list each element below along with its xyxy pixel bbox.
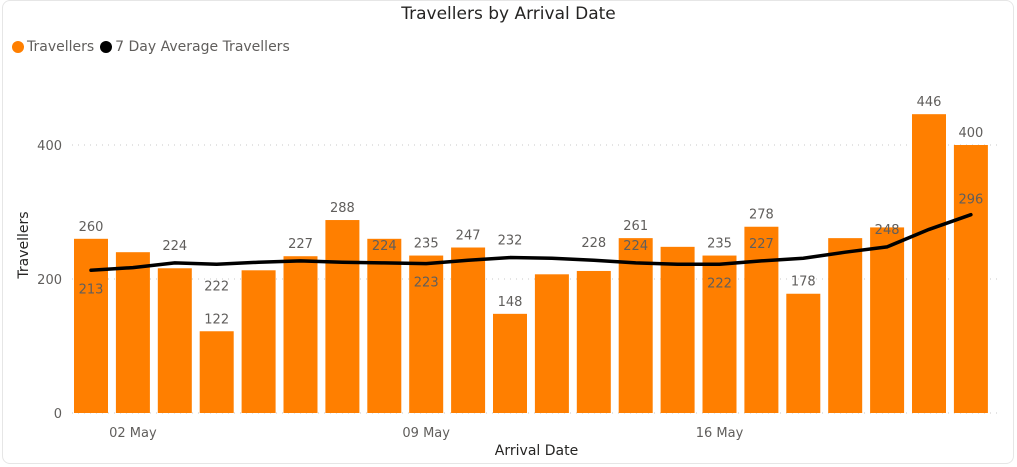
y-tick-label: 0 <box>54 407 62 422</box>
line-data-label: 213 <box>79 282 104 297</box>
line-data-label: 224 <box>162 239 187 254</box>
legend-dot-icon <box>100 41 113 53</box>
chart-title: Travellers by Arrival Date <box>401 4 616 24</box>
bar[interactable] <box>283 256 318 413</box>
line-data-label: 222 <box>204 279 229 294</box>
line-data-label: 224 <box>623 239 648 254</box>
average-line[interactable] <box>89 212 973 273</box>
bar[interactable] <box>870 227 905 413</box>
y-tick-label: 400 <box>37 139 62 154</box>
bar[interactable] <box>199 331 234 413</box>
bar-data-label: 235 <box>414 237 439 252</box>
bar[interactable] <box>409 255 444 413</box>
line-data-label: 248 <box>875 223 900 238</box>
bar[interactable] <box>74 238 108 413</box>
bar[interactable] <box>534 274 569 413</box>
bar-data-label: 261 <box>623 219 648 234</box>
bar[interactable] <box>325 220 360 413</box>
bar-data-label: 235 <box>707 237 732 252</box>
bar[interactable] <box>744 226 779 413</box>
bar-data-label: 446 <box>917 95 942 110</box>
x-axis-title: Arrival Date <box>494 443 579 459</box>
legend-item-travellers[interactable]: Travellers <box>12 39 94 55</box>
legend-label: 7 Day Average Travellers <box>115 39 290 55</box>
bar-data-label: 278 <box>749 208 774 223</box>
bar[interactable] <box>618 238 653 413</box>
legend-label: Travellers <box>27 39 95 55</box>
legend-item-7-day-average[interactable]: 7 Day Average Travellers <box>100 39 290 55</box>
line-data-label: 232 <box>498 234 523 249</box>
bar-data-label: 148 <box>498 295 523 310</box>
legend: Travellers 7 Day Average Travellers <box>12 39 296 55</box>
bar-data-label: 400 <box>958 126 983 141</box>
bar[interactable] <box>576 270 611 413</box>
bar[interactable] <box>786 293 821 413</box>
y-tick-label: 200 <box>37 273 62 288</box>
bar[interactable] <box>367 238 402 413</box>
bar[interactable] <box>115 252 150 413</box>
line-data-label: 227 <box>749 237 774 252</box>
bar[interactable] <box>828 238 863 413</box>
line-data-label: 296 <box>958 193 983 208</box>
line-data-label: 223 <box>414 276 439 291</box>
bar[interactable] <box>660 246 695 413</box>
bar[interactable] <box>912 114 946 414</box>
bar[interactable] <box>241 270 276 413</box>
x-tick-label: 02 May <box>109 426 157 441</box>
bar[interactable] <box>702 255 737 413</box>
legend-dot-icon <box>12 41 24 53</box>
bar-data-label: 247 <box>456 229 481 244</box>
line-data-label: 228 <box>581 236 606 251</box>
bar[interactable] <box>157 268 192 413</box>
bar[interactable] <box>953 145 988 413</box>
bar-data-label: 260 <box>79 220 104 235</box>
line-data-label: 227 <box>288 237 313 252</box>
bar-data-label: 178 <box>791 275 816 290</box>
bar-data-label: 122 <box>204 312 229 327</box>
bar-data-label: 288 <box>330 201 355 216</box>
bar[interactable] <box>451 247 486 413</box>
x-tick-label: 09 May <box>402 426 450 441</box>
x-tick-label: 16 May <box>696 426 744 441</box>
bar[interactable] <box>493 313 527 413</box>
line-data-label: 222 <box>707 276 732 291</box>
line-data-label: 224 <box>372 239 397 254</box>
